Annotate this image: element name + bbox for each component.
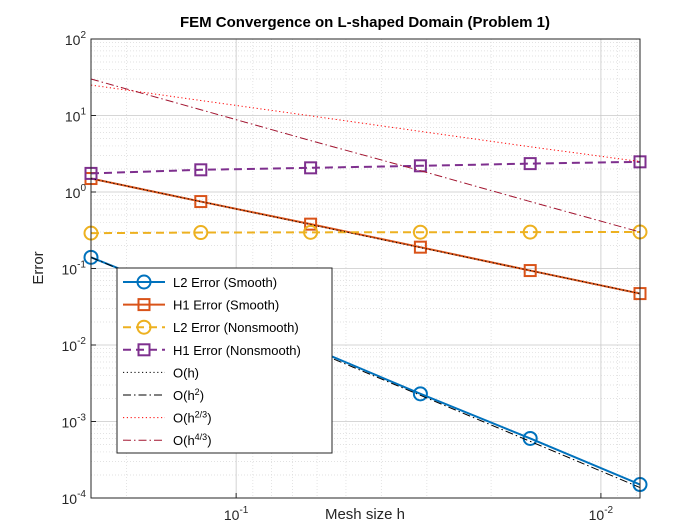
legend-label: L2 Error (Smooth) [173, 275, 277, 290]
legend-item: O(h) [123, 365, 199, 380]
data-point [522, 224, 538, 240]
y-tick-label: 10-4 [62, 489, 87, 507]
data-point [413, 240, 427, 254]
legend-label: O(h4/3) [173, 432, 212, 448]
y-tick-label: 102 [65, 30, 87, 48]
series-8 [90, 78, 641, 233]
legend-label: O(h2/3) [173, 410, 212, 426]
legend-label: H1 Error (Smooth) [173, 298, 279, 313]
legend-item: H1 Error (Nonsmooth) [123, 343, 301, 358]
data-point [412, 224, 428, 240]
legend-item: O(h2/3) [123, 410, 212, 426]
legend-label: L2 Error (Nonsmooth) [173, 320, 299, 335]
x-tick-label: 10-2 [589, 505, 614, 523]
legend-item: L2 Error (Smooth) [123, 274, 277, 290]
y-tick-label: 100 [65, 183, 87, 201]
series-line [90, 231, 641, 235]
series-5 [90, 178, 641, 295]
legend-marker [137, 298, 151, 312]
data-point [523, 157, 537, 171]
legend-marker [136, 319, 152, 335]
legend-label: O(h2) [173, 387, 204, 403]
data-point [523, 264, 537, 278]
data-point [304, 161, 318, 175]
x-axis-label: Mesh size h [325, 506, 405, 523]
series-3 [83, 224, 648, 241]
data-point [194, 195, 208, 209]
y-tick-label: 10-2 [62, 336, 87, 354]
series-line [90, 78, 641, 233]
data-point [194, 163, 208, 177]
legend-box [116, 267, 333, 454]
y-axis-label: Error [30, 251, 47, 284]
data-point [303, 224, 319, 240]
x-tick-label: 10-1 [224, 505, 249, 523]
legend-item: O(h4/3) [123, 432, 212, 448]
legend-item: L2 Error (Nonsmooth) [123, 319, 299, 335]
data-point [304, 217, 318, 231]
y-tick-label: 10-1 [62, 260, 87, 278]
legend-marker [136, 274, 152, 290]
legend-item: O(h2) [123, 387, 204, 403]
series-line [90, 160, 641, 175]
chart-title: FEM Convergence on L-shaped Domain (Prob… [180, 14, 550, 31]
ticks: 10-1 10-2 10-4 10-3 10-2 10-1 100 101 102 [62, 30, 614, 523]
y-tick-label: 101 [65, 107, 87, 125]
legend-label: O(h) [173, 365, 199, 380]
legend-item: H1 Error (Smooth) [123, 298, 279, 313]
legend-marker [137, 343, 151, 357]
legend: L2 Error (Smooth) H1 Error (Smooth) L2 Err… [116, 267, 333, 454]
legend-label: H1 Error (Nonsmooth) [173, 343, 301, 358]
y-tick-label: 10-3 [62, 413, 87, 431]
data-point [413, 159, 427, 173]
data-point [412, 386, 428, 402]
series-line [90, 178, 641, 295]
series-4 [84, 155, 647, 180]
data-point [193, 225, 209, 241]
